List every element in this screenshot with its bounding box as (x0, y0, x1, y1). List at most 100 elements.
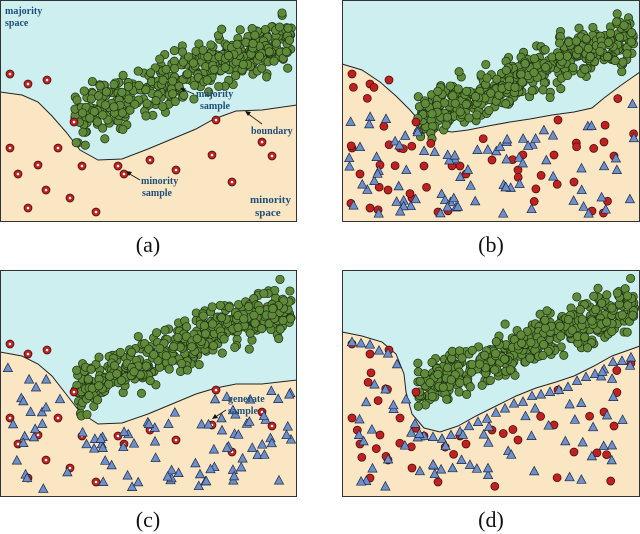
majority-sample-point (461, 99, 471, 109)
majority-sample-point (260, 25, 270, 35)
generated-sample-point (354, 413, 365, 424)
generated-sample-point (258, 410, 270, 421)
majority-sample-point (182, 365, 192, 375)
majority-sample-point (510, 82, 520, 92)
majority-sample-point (480, 350, 490, 360)
generated-sample-point (401, 164, 412, 175)
minority-sample-dot (230, 180, 234, 184)
panel-b-label: (b) (478, 232, 504, 257)
minority-sample-point (371, 444, 381, 453)
majority-sample-point (427, 109, 437, 119)
minority-sample-point (419, 161, 429, 171)
generated-sample-point (273, 474, 285, 485)
minority-sample-point (347, 413, 357, 423)
majority-sample-point (72, 365, 82, 375)
generated-sample-point (391, 196, 402, 206)
generated-sample-point (372, 168, 383, 178)
majority-sample-point (167, 356, 177, 366)
generated-sample-point (577, 436, 588, 447)
majority-sample-point (462, 86, 472, 96)
minority-sample-dot (8, 146, 12, 150)
majority-sample-point (189, 80, 200, 90)
majority-sample-point (145, 376, 155, 386)
majority-sample-point (554, 51, 564, 61)
minority-sample-point (572, 142, 581, 152)
majority-sample-point (583, 43, 593, 53)
generated-sample-point (506, 449, 517, 459)
generated-sample-point (427, 431, 439, 441)
generated-sample-point (40, 401, 52, 412)
generated-sample-point (442, 149, 453, 160)
majority-sample-point (540, 315, 550, 325)
majority-sample-point (179, 90, 189, 100)
majority-sample-point (526, 337, 536, 348)
majority-sample-point (427, 391, 437, 402)
generated-sample-point (464, 459, 476, 469)
minority-sample-dot (210, 153, 214, 157)
generated-sample-point (194, 468, 206, 479)
majority-sample-point (603, 37, 614, 47)
generate-sample-arrowhead (212, 414, 218, 419)
generated-sample-point (400, 393, 412, 404)
generated-sample-point (266, 385, 277, 395)
generated-sample-point (478, 428, 489, 439)
majority-sample-point (457, 353, 467, 363)
majority-sample-point (264, 47, 274, 57)
generated-sample-point (576, 184, 587, 195)
generated-sample-point (196, 418, 207, 429)
majority-sample-point (556, 84, 566, 94)
panel-a-boundary (0, 91, 298, 161)
generated-sample-point (482, 462, 494, 473)
majority-sample-point (275, 22, 285, 32)
generate-sample-label-1: generate (228, 394, 265, 405)
generated-sample-point (498, 207, 509, 218)
generated-sample-point (483, 437, 494, 447)
majority-sample-point (161, 351, 171, 361)
generated-sample-point (227, 404, 239, 415)
generated-sample-point (481, 413, 493, 423)
generated-sample-point (247, 442, 258, 452)
generated-sample-point (100, 455, 111, 465)
majority-sample-point (245, 328, 255, 338)
majority-sample-point (602, 290, 612, 300)
minority-sample-dot (214, 388, 218, 392)
majority-sample-point (149, 350, 159, 360)
generated-sample-point (266, 437, 277, 448)
minority-sample-point (606, 476, 616, 486)
majority-sample-point (563, 315, 573, 325)
majority-sample-point (268, 304, 278, 314)
generated-sample-point (97, 442, 108, 452)
majority-sample-point (173, 332, 183, 343)
generated-sample-point (606, 373, 618, 383)
majority-sample-point (93, 395, 103, 405)
minority-space-label-2: space (255, 207, 281, 219)
majority-sample-point (420, 98, 430, 109)
majority-sample-point (220, 62, 230, 73)
generated-sample-point (133, 476, 144, 487)
generated-sample-point (456, 454, 467, 464)
generated-sample-point (616, 355, 628, 365)
majority-sample-point (189, 94, 199, 104)
generated-sample-point (54, 393, 66, 404)
minority-sample-point (405, 189, 415, 198)
minority-sample-dot (26, 206, 30, 210)
generated-sample-point (150, 452, 161, 462)
majority-sample-point (540, 45, 550, 55)
generated-sample-point (364, 118, 375, 129)
minority-sample-point (395, 413, 405, 423)
majority-sample-point (626, 273, 636, 283)
generated-sample-point (203, 418, 214, 429)
minority-sample-dot (270, 154, 274, 158)
generated-sample-point (348, 199, 359, 210)
majority-sample-point (124, 94, 134, 104)
generated-sample-point (257, 438, 268, 449)
majority-sample-point (130, 99, 140, 109)
generated-sample-point (259, 449, 270, 459)
generated-sample-point (357, 178, 368, 189)
generated-sample-point (98, 476, 109, 486)
generated-sample-point (472, 416, 484, 426)
panel-c-label: (c) (136, 507, 160, 532)
generated-sample-point (281, 429, 292, 440)
generated-sample-point (169, 406, 181, 417)
generated-sample-point (95, 433, 106, 443)
